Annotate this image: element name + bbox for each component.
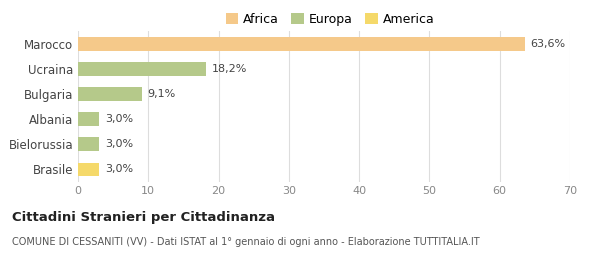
Bar <box>78 62 206 76</box>
Bar <box>78 112 99 126</box>
Text: 3,0%: 3,0% <box>105 139 133 149</box>
Text: 18,2%: 18,2% <box>212 64 247 74</box>
Text: Cittadini Stranieri per Cittadinanza: Cittadini Stranieri per Cittadinanza <box>12 211 275 224</box>
Text: 9,1%: 9,1% <box>148 89 176 99</box>
Bar <box>78 162 99 176</box>
Text: COMUNE DI CESSANITI (VV) - Dati ISTAT al 1° gennaio di ogni anno - Elaborazione : COMUNE DI CESSANITI (VV) - Dati ISTAT al… <box>12 237 479 246</box>
Text: 63,6%: 63,6% <box>530 39 566 49</box>
Legend: Africa, Europa, America: Africa, Europa, America <box>222 9 438 29</box>
Bar <box>78 137 99 151</box>
Text: 3,0%: 3,0% <box>105 164 133 174</box>
Text: 3,0%: 3,0% <box>105 114 133 124</box>
Bar <box>78 87 142 101</box>
Bar <box>78 37 525 51</box>
